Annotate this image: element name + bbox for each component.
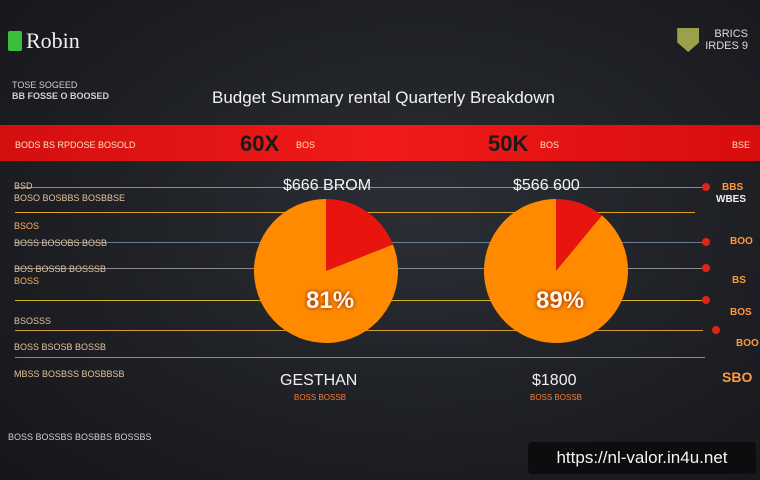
- source-url: https://nl-valor.in4u.net: [556, 448, 728, 467]
- band-value-1: 60X: [240, 131, 280, 156]
- pie-2-footer-sub: BOSS BOSSB: [530, 393, 583, 402]
- pie-2-slice-1: [556, 199, 602, 271]
- row-label-right: BBS: [722, 182, 744, 193]
- bottom-caption: BOSS BOSSBS BOSBBS BOSSBS: [8, 432, 152, 442]
- sub-left-1: TOSE SOGEED: [12, 80, 78, 90]
- page-title: Budget Summary rental Quarterly Breakdow…: [212, 88, 555, 107]
- pie-2-footer: $1800: [532, 372, 577, 389]
- row-label-left: BSD: [14, 181, 33, 191]
- pie-2-title: $566 600: [513, 177, 580, 194]
- guide-line: [15, 357, 705, 358]
- band-value-2: 50K: [488, 131, 529, 156]
- pie-chart-1: [254, 199, 398, 343]
- brand-line-1: BRICS: [714, 28, 748, 40]
- row-dot: [702, 296, 710, 304]
- logo-text: Robin: [26, 28, 80, 53]
- guide-line: [15, 187, 705, 188]
- pie-2-center-label: 89%: [536, 287, 585, 314]
- shield-icon: [677, 28, 700, 52]
- pie-1-footer: GESTHAN: [280, 372, 358, 389]
- pie-1-slice-1: [326, 199, 393, 271]
- sub-left-2: BB FOSSE O BOOSED: [12, 91, 110, 101]
- pie-1-slice-2: [254, 199, 398, 343]
- row-label-left: BSOSSS: [14, 316, 52, 326]
- row-dot: [702, 238, 710, 246]
- row-dot: [702, 264, 710, 272]
- row-label-left: BOSO BOSBBS BOSBBSE: [14, 193, 126, 203]
- source-url-badge: https://nl-valor.in4u.net: [528, 442, 756, 474]
- row-dot: [712, 326, 720, 334]
- row-label-right: SBO: [722, 369, 753, 385]
- row-label-left: MBSS BOSBSS BOSBBSB: [14, 369, 125, 379]
- row-label-left: BSOS: [14, 221, 40, 231]
- band-right-caption: BSE: [732, 140, 751, 150]
- band-value-2-unit: BOS: [540, 140, 560, 150]
- row-label-left: BOSS BOSOBS BOSB: [14, 238, 108, 248]
- band-left-caption: BODS BS RPDOSE BOSOLD: [15, 140, 136, 150]
- row-label-right: BOS: [730, 307, 752, 318]
- logo: Robin: [8, 28, 80, 54]
- row-label-right: WBES: [716, 194, 746, 205]
- row-label-right: BS: [732, 275, 746, 286]
- brand-badge: BRICS IRDES 9: [677, 28, 748, 52]
- pie-chart-2: [484, 199, 629, 343]
- pie-2-slice-2: [484, 199, 629, 343]
- brand-line-2: IRDES 9: [705, 40, 748, 52]
- row-label-right: BOO: [736, 338, 759, 349]
- row-dot: [702, 183, 710, 191]
- band-value-1-unit: BOS: [296, 140, 316, 150]
- logo-mark-icon: [8, 31, 22, 51]
- row-label-left: BOSS: [14, 276, 40, 286]
- row-label-left: BOSS BSOSB BOSSB: [14, 342, 107, 352]
- highlight-band: [0, 125, 760, 161]
- row-label-right: BOO: [730, 236, 753, 247]
- pie-1-footer-sub: BOSS BOSSB: [294, 393, 347, 402]
- row-label-left: BOS BOSSB BOSSSB: [14, 264, 107, 274]
- pie-1-title: $666 BROM: [283, 177, 372, 194]
- pie-1-center-label: 81%: [306, 287, 355, 314]
